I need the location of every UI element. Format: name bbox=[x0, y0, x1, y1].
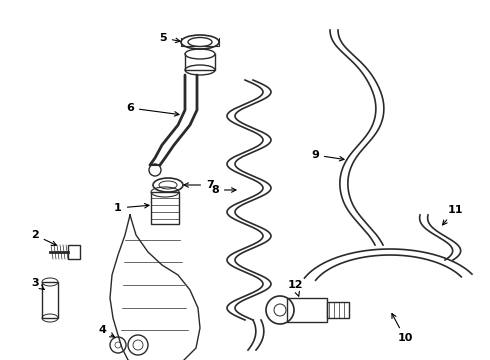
Text: 7: 7 bbox=[184, 180, 214, 190]
Text: 4: 4 bbox=[98, 325, 115, 337]
Text: 12: 12 bbox=[287, 280, 303, 296]
Bar bbox=[42, 282, 58, 318]
Bar bbox=[287, 298, 327, 322]
Text: 2: 2 bbox=[31, 230, 56, 246]
Bar bbox=[151, 192, 179, 224]
Bar bbox=[327, 302, 349, 318]
Text: 3: 3 bbox=[31, 278, 44, 289]
Text: 5: 5 bbox=[159, 33, 180, 43]
Text: 1: 1 bbox=[114, 203, 149, 213]
Bar bbox=[68, 245, 80, 259]
Text: 10: 10 bbox=[392, 314, 413, 343]
Text: 9: 9 bbox=[311, 150, 344, 161]
Text: 6: 6 bbox=[126, 103, 179, 116]
Text: 11: 11 bbox=[442, 205, 463, 225]
Text: 8: 8 bbox=[211, 185, 236, 195]
